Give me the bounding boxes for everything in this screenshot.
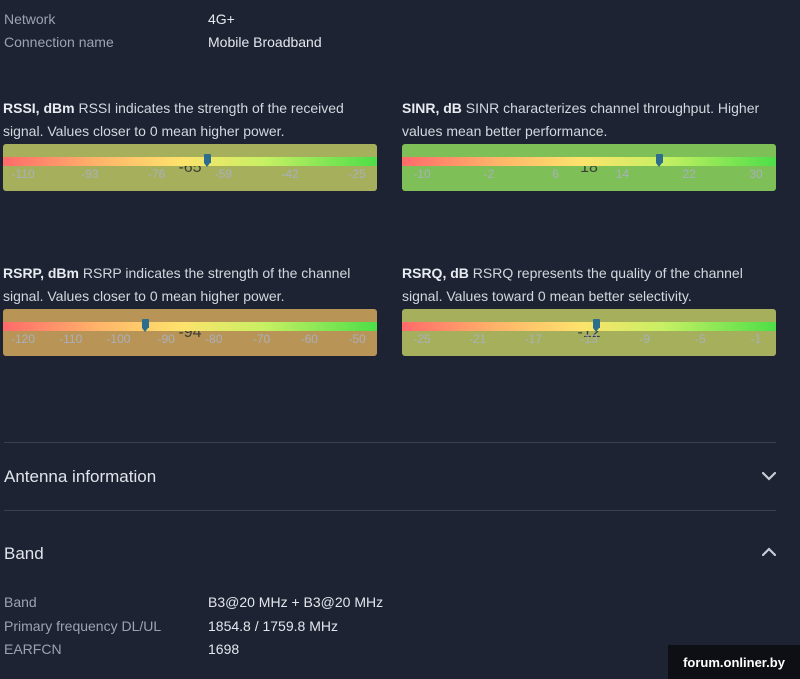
rssi-ticks: -110 -93 -76 -59 -42 -25 <box>3 167 377 181</box>
tick-label: -80 <box>205 332 223 346</box>
tick-label: -110 <box>59 332 83 346</box>
rssi-description: RSSI, dBm RSSI indicates the strength of… <box>3 97 377 143</box>
tick-label: -120 <box>10 332 36 346</box>
tick-label: -59 <box>214 167 233 181</box>
antenna-section-title[interactable]: Antenna information <box>4 467 157 486</box>
tick-label: -90 <box>157 332 175 346</box>
rsrp-description: RSRP, dBm RSRP indicates the strength of… <box>3 262 377 308</box>
tick-label: -21 <box>468 332 487 346</box>
tick-label: -110 <box>11 167 35 181</box>
tick-label: -76 <box>147 167 166 181</box>
sinr-desc-text: SINR characterizes channel throughput. H… <box>402 100 760 139</box>
rsrp-ticks: -120 -110 -100 -90 -80 -70 -60 -50 <box>3 332 377 346</box>
band-section-title[interactable]: Band <box>4 544 44 563</box>
tick-label: -17 <box>524 332 542 346</box>
rssi-title: RSSI, dBm <box>3 100 75 116</box>
chevron-down-icon[interactable] <box>762 471 776 483</box>
tick-label: -10 <box>413 167 431 181</box>
tick-label: -42 <box>281 167 299 181</box>
rsrp-metric: RSRP, dBm RSRP indicates the strength of… <box>3 262 377 356</box>
divider <box>4 510 776 511</box>
tick-label: 22 <box>682 167 696 181</box>
rsrq-value-box: -12 <box>402 309 776 356</box>
frequency-value: 1854.8 / 1759.8 MHz <box>208 618 338 634</box>
tick-label: 14 <box>615 167 630 181</box>
tick-label: -5 <box>694 332 706 346</box>
watermark: forum.onliner.by <box>668 645 800 679</box>
rsrq-ticks: -25 -21 -17 -13 -9 -5 -1 <box>402 332 776 346</box>
rssi-metric: RSSI, dBm RSSI indicates the strength of… <box>3 97 377 191</box>
tick-label: -25 <box>413 332 431 346</box>
rssi-scale-bar <box>3 157 377 166</box>
tick-label: -9 <box>639 332 650 346</box>
tick-label: 6 <box>552 167 559 181</box>
rsrq-description: RSRQ, dB RSRQ represents the quality of … <box>402 262 776 308</box>
tick-label: 30 <box>749 167 763 181</box>
rssi-desc-text: RSSI indicates the strength of the recei… <box>3 100 344 139</box>
rsrq-desc-text: RSRQ represents the quality of the chann… <box>402 265 743 304</box>
frequency-label: Primary frequency DL/UL <box>4 618 162 634</box>
band-label: Band <box>4 594 37 610</box>
sinr-scale-bar <box>402 157 776 166</box>
network-value: 4G+ <box>208 11 235 27</box>
sinr-value-box: 18 <box>402 144 776 191</box>
tick-label: -25 <box>348 167 366 181</box>
tick-label: -13 <box>580 332 598 346</box>
sinr-title: SINR, dB <box>402 100 462 116</box>
tick-label: -2 <box>483 167 495 181</box>
earfcn-label: EARFCN <box>4 641 62 657</box>
sinr-metric: SINR, dB SINR characterizes channel thro… <box>402 97 776 191</box>
earfcn-value: 1698 <box>208 641 240 657</box>
tick-label: -50 <box>348 332 366 346</box>
tick-label: -93 <box>81 167 99 181</box>
rsrp-scale-bar <box>3 322 377 331</box>
tick-label: -60 <box>300 332 318 346</box>
band-value: B3@20 MHz + B3@20 MHz <box>208 594 384 610</box>
tick-label: -1 <box>750 332 762 346</box>
rsrp-value-box: -94 <box>3 309 377 356</box>
rsrq-scale-bar <box>402 322 776 331</box>
tick-label: -100 <box>106 332 131 346</box>
divider <box>4 442 776 443</box>
connection-value: Mobile Broadband <box>208 34 322 50</box>
rsrq-title: RSRQ, dB <box>402 265 469 281</box>
sinr-description: SINR, dB SINR characterizes channel thro… <box>402 97 776 143</box>
network-label: Network <box>4 11 56 27</box>
rsrp-title: RSRP, dBm <box>3 265 79 281</box>
chevron-up-icon[interactable] <box>762 547 776 559</box>
rsrq-metric: RSRQ, dB RSRQ represents the quality of … <box>402 262 776 356</box>
sinr-ticks: -10 -2 6 14 22 30 <box>402 167 776 181</box>
rsrp-desc-text: RSRP indicates the strength of the chann… <box>3 265 351 304</box>
connection-label: Connection name <box>4 34 114 50</box>
tick-label: -70 <box>252 332 271 346</box>
